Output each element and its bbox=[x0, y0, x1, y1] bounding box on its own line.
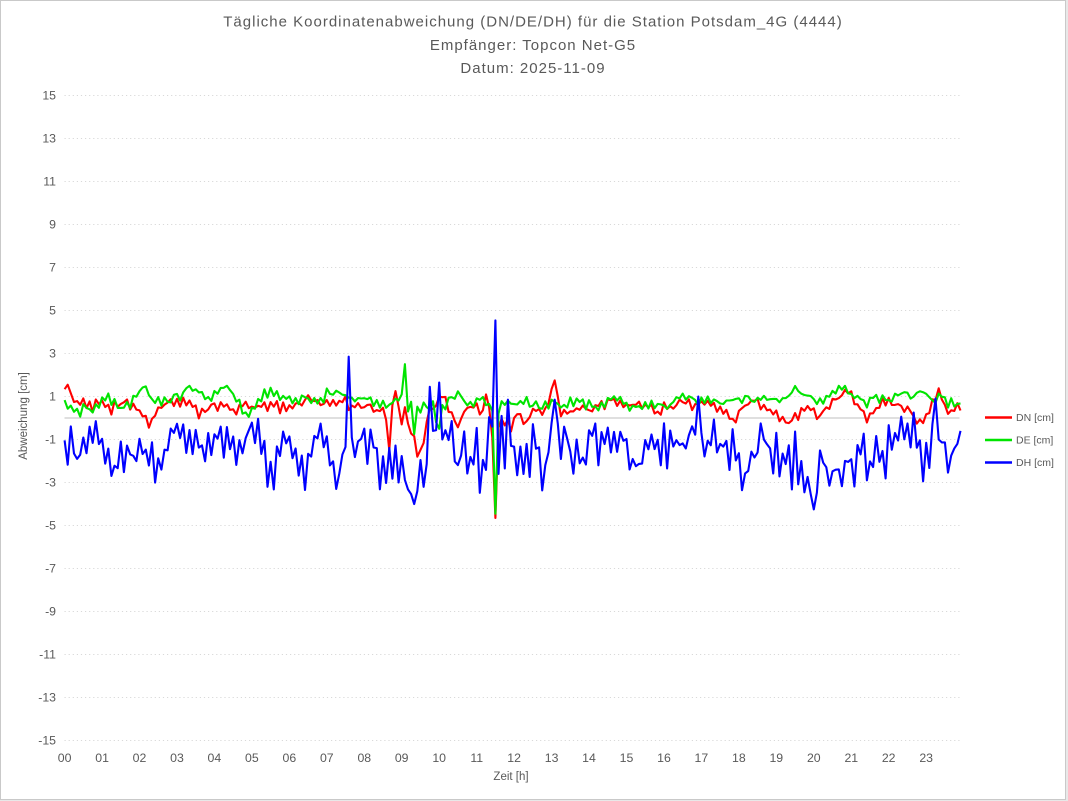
svg-text:11: 11 bbox=[470, 751, 483, 765]
svg-text:07: 07 bbox=[320, 751, 334, 765]
svg-text:DH [cm]: DH [cm] bbox=[1016, 457, 1054, 469]
svg-text:-11: -11 bbox=[39, 648, 56, 662]
svg-text:08: 08 bbox=[357, 751, 371, 765]
svg-text:-7: -7 bbox=[45, 562, 56, 576]
svg-text:DN [cm]: DN [cm] bbox=[1016, 412, 1054, 424]
svg-text:-3: -3 bbox=[45, 476, 56, 490]
svg-text:1: 1 bbox=[49, 390, 56, 404]
svg-text:06: 06 bbox=[283, 751, 297, 765]
svg-text:01: 01 bbox=[95, 751, 109, 765]
svg-text:Abweichung [cm]: Abweichung [cm] bbox=[18, 372, 30, 460]
svg-text:5: 5 bbox=[49, 304, 56, 318]
svg-text:-9: -9 bbox=[45, 605, 56, 619]
svg-text:15: 15 bbox=[620, 751, 634, 765]
svg-text:13: 13 bbox=[545, 751, 559, 765]
svg-text:04: 04 bbox=[208, 751, 222, 765]
svg-text:02: 02 bbox=[133, 751, 147, 765]
svg-text:21: 21 bbox=[844, 751, 858, 765]
svg-text:11: 11 bbox=[43, 175, 56, 189]
svg-text:22: 22 bbox=[882, 751, 896, 765]
svg-text:09: 09 bbox=[395, 751, 409, 765]
svg-text:DE [cm]: DE [cm] bbox=[1016, 435, 1053, 447]
svg-text:20: 20 bbox=[807, 751, 821, 765]
svg-text:Tägliche Koordinatenabweichung: Tägliche Koordinatenabweichung (DN/DE/DH… bbox=[223, 14, 842, 31]
svg-text:10: 10 bbox=[432, 751, 446, 765]
svg-text:-13: -13 bbox=[38, 691, 56, 705]
svg-text:12: 12 bbox=[507, 751, 521, 765]
svg-text:16: 16 bbox=[657, 751, 671, 765]
svg-text:14: 14 bbox=[582, 751, 596, 765]
svg-text:03: 03 bbox=[170, 751, 184, 765]
svg-text:23: 23 bbox=[919, 751, 933, 765]
svg-text:Empfänger: Topcon Net-G5: Empfänger: Topcon Net-G5 bbox=[430, 37, 636, 54]
svg-text:-1: -1 bbox=[45, 433, 56, 447]
svg-text:3: 3 bbox=[49, 347, 56, 361]
svg-text:Zeit [h]: Zeit [h] bbox=[493, 771, 528, 783]
svg-text:05: 05 bbox=[245, 751, 259, 765]
svg-text:17: 17 bbox=[695, 751, 709, 765]
svg-text:00: 00 bbox=[58, 751, 72, 765]
svg-text:19: 19 bbox=[769, 751, 783, 765]
svg-text:18: 18 bbox=[732, 751, 746, 765]
svg-text:-5: -5 bbox=[45, 519, 56, 533]
svg-text:-15: -15 bbox=[38, 734, 56, 748]
svg-text:15: 15 bbox=[42, 89, 56, 103]
svg-text:9: 9 bbox=[49, 218, 56, 232]
svg-text:13: 13 bbox=[42, 132, 56, 146]
svg-text:7: 7 bbox=[49, 261, 56, 275]
svg-text:Datum: 2025-11-09: Datum: 2025-11-09 bbox=[460, 60, 605, 77]
